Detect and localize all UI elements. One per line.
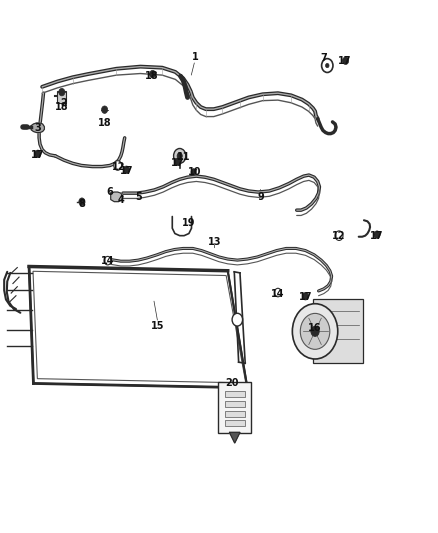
Circle shape: [300, 313, 330, 349]
FancyBboxPatch shape: [225, 410, 244, 416]
Circle shape: [321, 59, 333, 72]
Text: 20: 20: [225, 378, 239, 389]
Text: 14: 14: [101, 256, 114, 266]
Text: 5: 5: [135, 192, 141, 203]
Circle shape: [150, 70, 155, 78]
Polygon shape: [313, 300, 363, 364]
Text: 14: 14: [271, 289, 285, 299]
Text: 19: 19: [182, 218, 195, 228]
Circle shape: [275, 288, 282, 297]
Text: 8: 8: [78, 199, 85, 209]
Text: 15: 15: [151, 321, 165, 331]
Text: 17: 17: [338, 56, 351, 66]
Text: 17: 17: [171, 158, 184, 168]
FancyBboxPatch shape: [225, 401, 244, 407]
Text: 10: 10: [188, 167, 202, 177]
Text: 6: 6: [106, 187, 113, 197]
Text: 17: 17: [120, 166, 133, 176]
Circle shape: [102, 106, 108, 114]
Text: 17: 17: [370, 231, 384, 241]
Circle shape: [114, 161, 122, 170]
Circle shape: [191, 168, 196, 175]
FancyBboxPatch shape: [218, 382, 251, 433]
Circle shape: [232, 313, 243, 326]
Text: 9: 9: [257, 192, 264, 203]
Circle shape: [173, 149, 186, 164]
Text: 2: 2: [60, 98, 67, 108]
Circle shape: [124, 166, 130, 173]
Circle shape: [79, 198, 85, 205]
Text: 7: 7: [321, 53, 327, 62]
Circle shape: [59, 88, 65, 96]
FancyBboxPatch shape: [225, 421, 244, 426]
Circle shape: [292, 304, 338, 359]
Text: 3: 3: [35, 123, 41, 133]
Circle shape: [311, 326, 319, 336]
Circle shape: [302, 293, 308, 300]
Text: 13: 13: [208, 237, 221, 247]
FancyBboxPatch shape: [225, 391, 244, 397]
Text: 18: 18: [55, 102, 69, 112]
Circle shape: [335, 231, 343, 240]
Circle shape: [35, 150, 41, 158]
Circle shape: [174, 158, 180, 165]
Polygon shape: [31, 123, 44, 133]
Circle shape: [177, 153, 182, 159]
Text: 17: 17: [299, 292, 312, 302]
Polygon shape: [111, 192, 123, 201]
Text: 12: 12: [112, 161, 125, 172]
Text: 16: 16: [308, 322, 322, 333]
Text: 12: 12: [332, 231, 346, 241]
Circle shape: [374, 231, 380, 238]
Circle shape: [325, 63, 329, 68]
Circle shape: [343, 57, 349, 64]
Polygon shape: [230, 432, 240, 443]
FancyBboxPatch shape: [57, 91, 66, 103]
Circle shape: [104, 256, 111, 265]
Text: 18: 18: [98, 118, 111, 128]
Text: 11: 11: [177, 152, 191, 162]
Text: 4: 4: [117, 195, 124, 205]
Text: 17: 17: [31, 150, 45, 160]
Text: 1: 1: [191, 52, 198, 61]
Text: 18: 18: [145, 71, 158, 81]
